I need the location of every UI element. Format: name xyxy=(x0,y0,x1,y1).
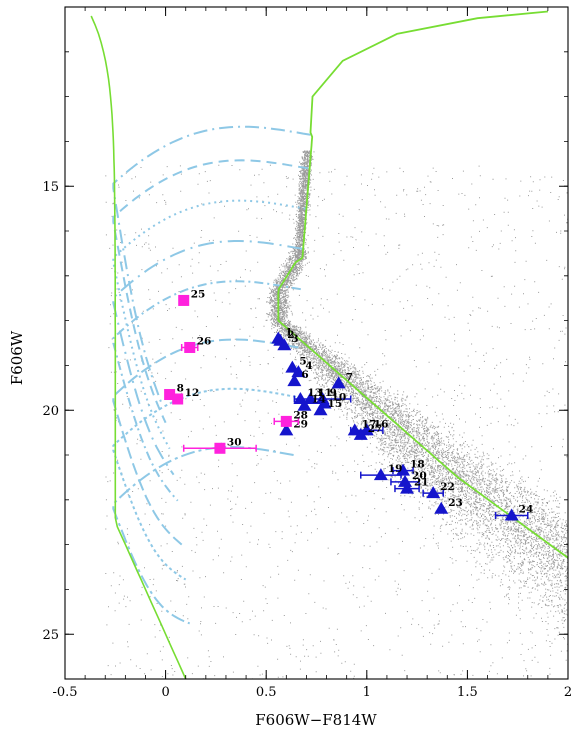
y-tick-label: 25 xyxy=(42,628,59,643)
white-dwarf-sequence-line xyxy=(90,15,187,679)
square-marker xyxy=(178,294,190,306)
point-id-label: 3 xyxy=(291,333,298,345)
point-id-label: 22 xyxy=(440,481,455,493)
triangle-marker xyxy=(303,392,318,404)
field-star-cloud xyxy=(105,150,568,679)
x-tick-label: 1.5 xyxy=(457,685,478,700)
cooling-track xyxy=(112,240,304,476)
point-id-label: 25 xyxy=(191,288,206,300)
isochrone-line xyxy=(277,10,568,559)
point-id-label: 28 xyxy=(293,409,308,421)
point-id-label: 11 xyxy=(317,387,332,399)
point-id-label: 26 xyxy=(197,335,212,347)
triangle-marker xyxy=(396,463,411,476)
square-marker xyxy=(214,442,226,454)
plot-background xyxy=(65,7,568,679)
square-marker xyxy=(172,393,184,405)
white-dwarf-cooling-tracks xyxy=(112,125,311,625)
y-tick-label: 15 xyxy=(42,180,59,195)
isochrone xyxy=(90,10,568,679)
point-id-label: 27 xyxy=(368,423,383,435)
point-id-label: 24 xyxy=(519,503,534,515)
triangle-marker xyxy=(373,468,388,481)
triangle-marker xyxy=(297,398,312,411)
point-id-label: 13 xyxy=(307,387,322,399)
triangle-marker xyxy=(313,403,328,416)
triangle-marker xyxy=(287,374,302,387)
cooling-track xyxy=(112,159,309,424)
point-id-label: 10 xyxy=(332,391,347,403)
point-id-label: 30 xyxy=(227,436,242,448)
point-id-label: 17 xyxy=(362,418,377,430)
x-axis-label: F606W−F814W xyxy=(255,711,377,729)
point-id-label: 21 xyxy=(414,477,429,489)
triangle-marker xyxy=(279,423,294,436)
y-tick-label: 20 xyxy=(42,404,59,419)
x-tick-label: 2 xyxy=(564,685,572,700)
point-id-label: 8 xyxy=(177,383,184,395)
x-tick-label: 1 xyxy=(363,685,371,700)
point-id-label: 4 xyxy=(305,360,312,372)
cooling-track xyxy=(112,445,294,625)
triangle-marker xyxy=(277,338,292,351)
y-axis-label: F606W xyxy=(8,330,26,385)
triangle-marker xyxy=(285,360,300,373)
triangle-marker xyxy=(353,427,368,440)
point-id-label: 6 xyxy=(301,369,308,381)
cooling-track xyxy=(112,280,301,502)
point-id-label: 14 xyxy=(311,394,326,406)
triangle-marker xyxy=(426,486,441,499)
point-id-label: 12 xyxy=(185,387,200,399)
field-star-points xyxy=(105,150,568,679)
x-tick-label: 0 xyxy=(161,685,169,700)
triangle-marker xyxy=(400,481,415,494)
triangle-marker xyxy=(398,474,413,487)
point-id-label: 1 xyxy=(285,327,292,339)
point-id-label: 7 xyxy=(346,371,353,383)
point-id-label: 2 xyxy=(287,329,294,341)
square-marker xyxy=(184,341,196,353)
cooling-track xyxy=(112,338,299,546)
point-id-label: 18 xyxy=(410,459,425,471)
cooling-track xyxy=(112,199,306,450)
x-tick-label: -0.5 xyxy=(52,685,77,700)
x-tick-label: 0.5 xyxy=(256,685,277,700)
plot-frame xyxy=(64,6,569,680)
cooling-track xyxy=(112,125,311,404)
point-id-label: 15 xyxy=(328,398,343,410)
square-marker xyxy=(164,389,176,401)
point-id-label: 20 xyxy=(412,470,427,482)
square-marker xyxy=(280,415,292,427)
triangle-marker xyxy=(504,508,519,521)
point-id-label: 16 xyxy=(374,418,389,430)
point-id-label: 5 xyxy=(299,356,306,368)
triangle-marker xyxy=(331,376,346,389)
point-id-label: 23 xyxy=(448,497,463,509)
triangle-marker xyxy=(434,501,449,514)
point-id-label: 19 xyxy=(388,463,403,475)
point-id-label: 9 xyxy=(330,387,337,399)
